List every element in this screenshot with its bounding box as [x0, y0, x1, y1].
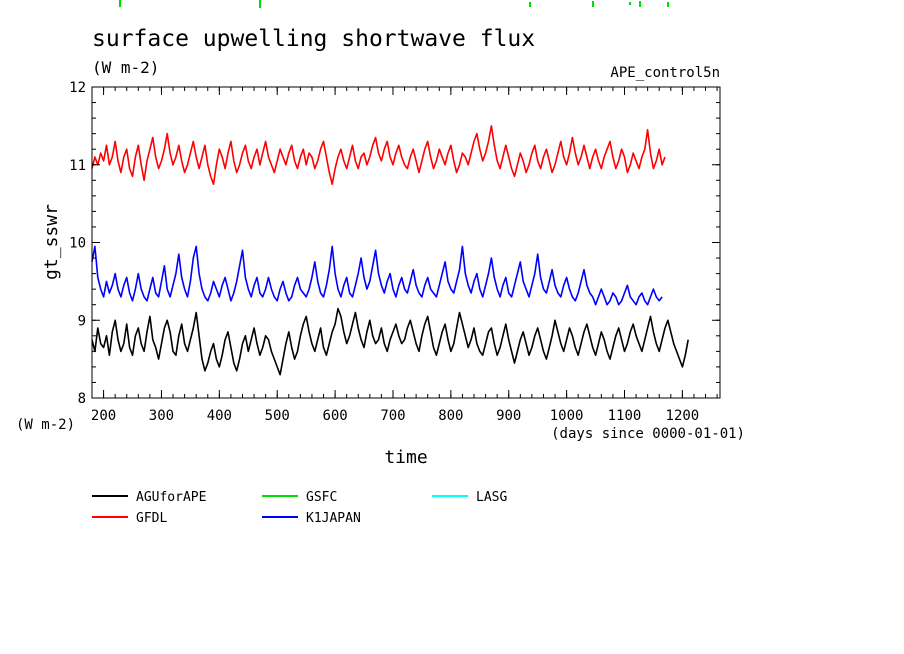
x-tick-label-6: 800 — [438, 408, 463, 424]
x-axis-units: (days since 0000-01-01) — [551, 426, 745, 442]
top-marks — [119, 0, 669, 8]
legend-label-2: GSFC — [306, 490, 337, 505]
legend-label-3: K1JAPAN — [306, 511, 361, 526]
x-tick-label-8: 1000 — [550, 408, 584, 424]
legend-label-0: AGUforAPE — [136, 490, 206, 505]
series-line-0 — [91, 307, 689, 376]
y-tick-label-3: 11 — [69, 158, 86, 174]
x-axis-title: time — [384, 447, 427, 468]
x-tick-label-10: 1200 — [666, 408, 700, 424]
y-tick-label-4: 12 — [69, 80, 86, 96]
x-tick-label-2: 400 — [207, 408, 232, 424]
experiment-label: APE_control5n — [610, 65, 720, 81]
y-tick-label-1: 9 — [78, 313, 86, 329]
y-axis-units: (W m-2) — [16, 417, 75, 433]
x-tick-label-4: 600 — [322, 408, 347, 424]
x-tick-label-7: 900 — [496, 408, 521, 424]
series-line-1 — [91, 125, 666, 185]
plot-series — [91, 125, 689, 376]
y-tick-label-2: 10 — [69, 236, 86, 252]
legend-label-1: GFDL — [136, 511, 167, 526]
x-tick-label-1: 300 — [149, 408, 174, 424]
chart-units: (W m-2) — [92, 58, 159, 77]
x-tick-label-5: 700 — [380, 408, 405, 424]
x-tick-label-3: 500 — [265, 408, 290, 424]
y-axis: 8 9 10 11 12 — [69, 80, 720, 407]
plot-frame — [91, 86, 721, 399]
y-tick-label-0: 8 — [78, 391, 86, 407]
legend-label-4: LASG — [476, 490, 507, 505]
y-axis-title: gt_sswr — [41, 204, 62, 280]
x-tick-label-0: 200 — [91, 408, 116, 424]
x-tick-label-9: 1100 — [608, 408, 642, 424]
series-line-3 — [91, 245, 663, 306]
legend: AGUforAPE GFDL GSFC K1JAPAN LASG — [92, 490, 507, 526]
x-axis: 200 300 400 500 600 700 800 900 1000 1100 1200 — [91, 87, 718, 424]
chart-title: surface upwelling shortwave flux — [92, 26, 535, 52]
